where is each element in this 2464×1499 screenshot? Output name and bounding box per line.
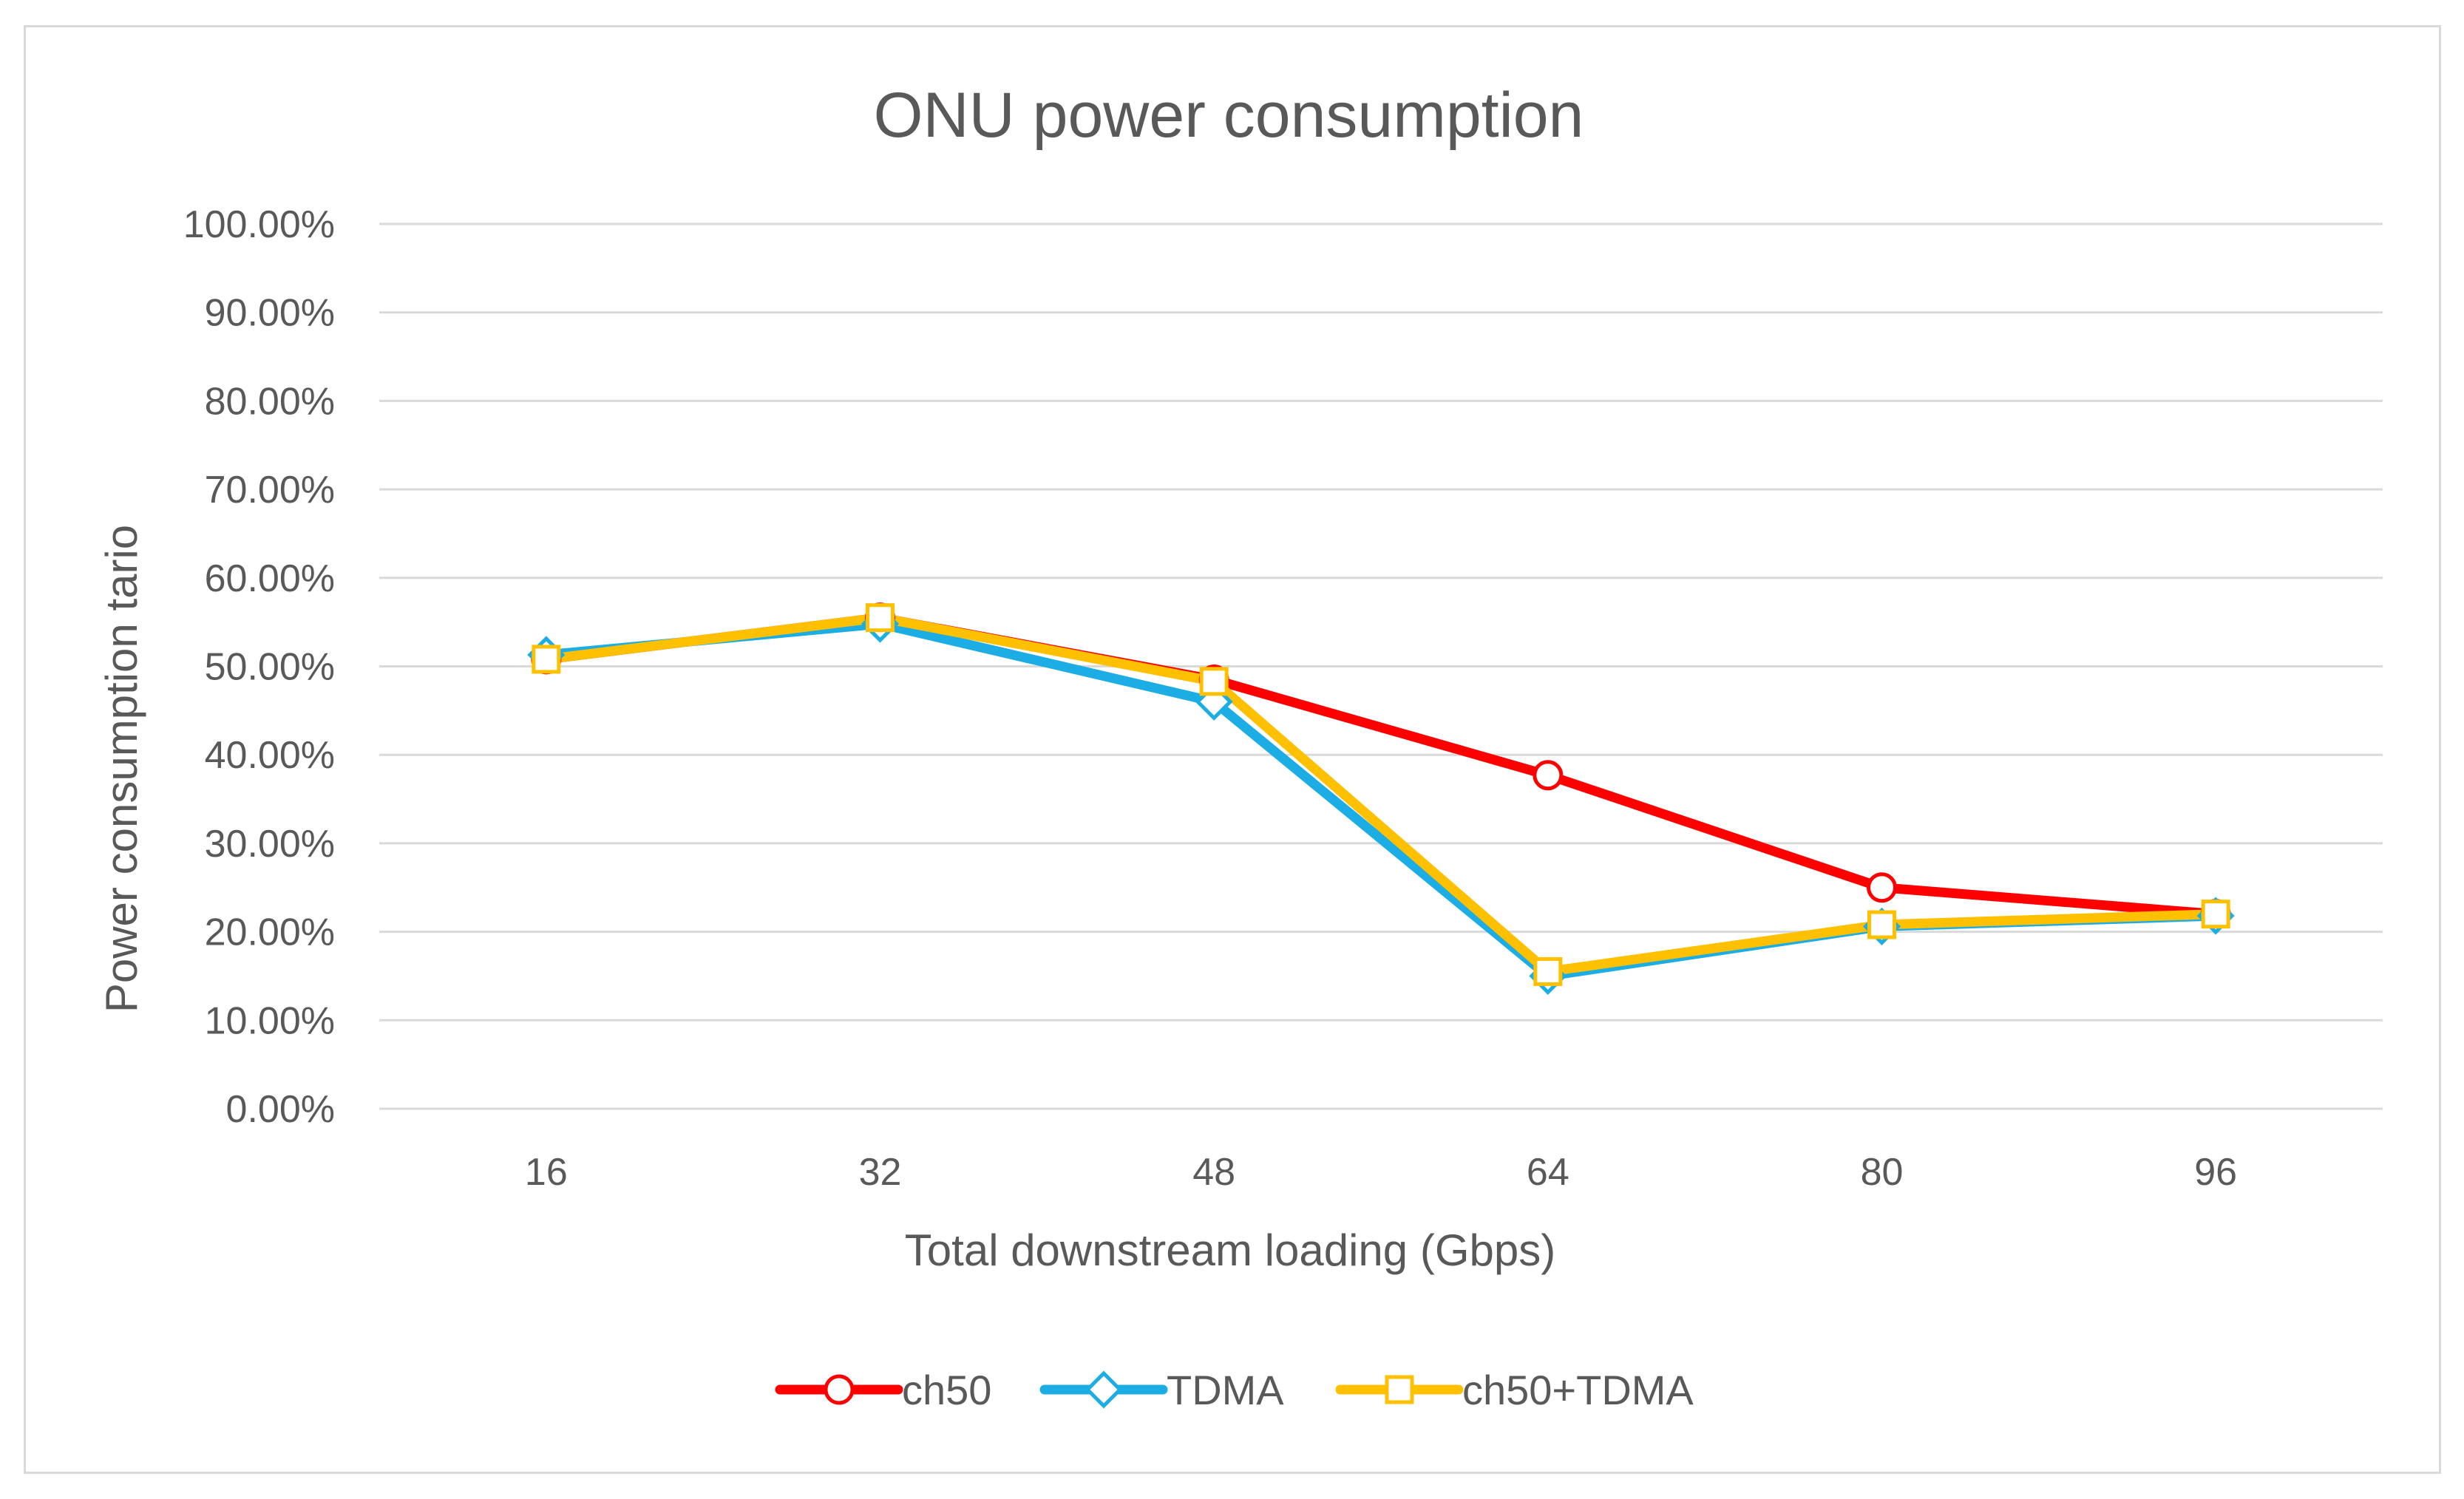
y-tick-label: 60.00%	[205, 557, 335, 600]
data-point-ch50-tdma	[532, 645, 561, 674]
x-axis-label: Total downstream loading (Gbps)	[905, 1226, 1555, 1275]
y-tick-label: 90.00%	[205, 292, 335, 335]
legend-label-tdma: TDMA	[1167, 1367, 1284, 1413]
series-line-ch50	[541, 613, 2221, 920]
y-tick-label: 10.00%	[205, 999, 335, 1042]
x-tick-label: 64	[1527, 1151, 1569, 1194]
data-point-ch50-tdma	[1533, 956, 1563, 986]
x-tick-label: 16	[525, 1151, 568, 1194]
y-tick-label: 30.00%	[205, 823, 335, 866]
y-tick-label: 50.00%	[205, 646, 335, 689]
y-tick-label: 40.00%	[205, 734, 335, 777]
legend-label-ch50: ch50	[902, 1367, 991, 1413]
legend-marker-tdma	[1085, 1370, 1123, 1409]
data-point-ch50-tdma	[1199, 667, 1229, 696]
chart-frame	[24, 25, 2441, 1474]
y-tick-label: 20.00%	[205, 911, 335, 954]
y-axis-label: Power consumption tario	[97, 525, 146, 1013]
y-tick-label: 100.00%	[183, 203, 335, 246]
series-line-ch50-tdma	[541, 613, 2221, 976]
y-tick-label: 0.00%	[226, 1088, 335, 1131]
x-tick-label: 96	[2194, 1151, 2237, 1194]
legend-label-ch50-tdma: ch50+TDMA	[1462, 1367, 1694, 1413]
data-point-ch50-tdma	[866, 603, 895, 633]
x-tick-label: 32	[859, 1151, 902, 1194]
series-lines	[541, 613, 2221, 981]
legend: ch50 TDMA ch50+TDMA	[775, 1367, 1694, 1413]
chart-title: ONU power consumption	[874, 80, 1584, 151]
x-tick-label: 48	[1192, 1151, 1235, 1194]
y-tick-label: 80.00%	[205, 380, 335, 423]
data-point-ch50	[1533, 760, 1564, 791]
legend-marker-ch50-tdma	[1385, 1375, 1414, 1404]
legend-marker-ch50	[824, 1374, 855, 1405]
series-markers	[527, 602, 2235, 995]
gridlines	[379, 222, 2383, 1110]
y-tick-label: 70.00%	[205, 469, 335, 511]
x-axis-ticks: 16 32 48 64 80 96	[525, 1151, 2237, 1194]
data-point-ch50	[1867, 872, 1897, 903]
data-point-ch50-tdma	[2201, 900, 2230, 929]
y-axis-ticks: 0.00% 10.00% 20.00% 30.00% 40.00% 50.00% 60.00…	[183, 203, 335, 1131]
data-point-ch50-tdma	[1867, 910, 1896, 939]
x-tick-label: 80	[1861, 1151, 1904, 1194]
